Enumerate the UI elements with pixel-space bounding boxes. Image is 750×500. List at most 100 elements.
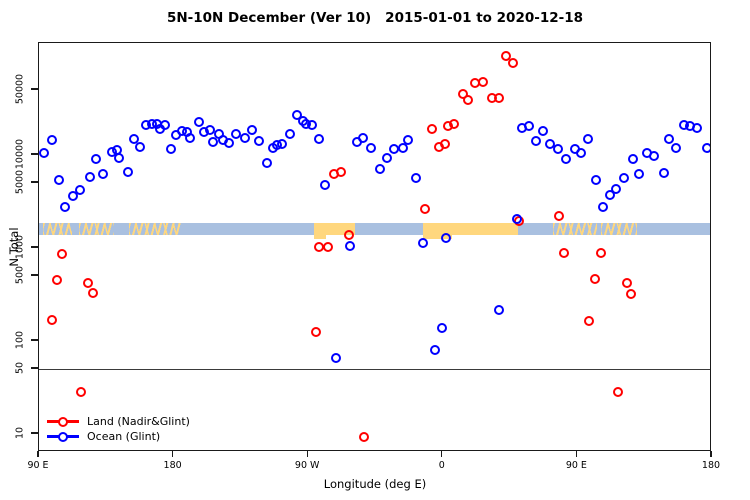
legend-item-land: Land (Nadir&Glint) (47, 414, 190, 429)
data-point-ocean (193, 117, 204, 128)
data-point-ocean (598, 201, 609, 212)
data-point-ocean (374, 164, 385, 174)
legend: Land (Nadir&Glint) Ocean (Glint) (47, 414, 190, 444)
data-point-ocean (664, 133, 675, 144)
data-point-ocean (319, 179, 330, 190)
data-point-ocean (553, 144, 564, 154)
data-point-ocean (692, 123, 703, 134)
data-point-ocean (97, 168, 108, 179)
data-point-land (75, 387, 86, 398)
data-point-ocean (605, 189, 616, 200)
data-point-land (420, 203, 430, 214)
data-point-ocean (134, 141, 145, 152)
data-point-ocean (204, 124, 215, 135)
data-point-ocean (207, 136, 218, 147)
legend-item-ocean: Ocean (Glint) (47, 429, 190, 444)
data-point-land (51, 275, 62, 286)
y-tick-mark (31, 274, 38, 276)
data-point-land (427, 124, 438, 135)
land-legend-symbol (47, 416, 79, 427)
data-point-land (87, 287, 98, 298)
data-point-ocean (74, 185, 85, 196)
y-tick-mark (31, 339, 38, 341)
data-point-land (478, 76, 489, 87)
data-point-land (622, 278, 633, 289)
data-point-land (449, 119, 460, 130)
data-point-land (494, 93, 505, 103)
data-point-ocean (591, 174, 602, 185)
data-point-land (56, 249, 67, 260)
data-point-ocean (418, 238, 429, 249)
data-point-land (596, 248, 607, 259)
data-point-ocean (246, 124, 257, 135)
flagged-patch-tail (314, 234, 327, 239)
flagged-patch (423, 222, 518, 239)
data-point-land (343, 229, 354, 240)
data-point-ocean (184, 133, 195, 144)
data-point-ocean (230, 129, 241, 140)
data-point-ocean (67, 191, 78, 202)
data-point-ocean (122, 167, 133, 178)
data-point-ocean (702, 142, 710, 153)
data-point-land (590, 274, 601, 285)
data-point-ocean (437, 322, 448, 333)
x-tick-label: 180 (163, 460, 182, 471)
data-point-ocean (398, 142, 409, 153)
data-point-ocean (90, 154, 101, 165)
plot-area: Land (Nadir&Glint) Ocean (Glint) (38, 42, 711, 451)
data-point-ocean (659, 168, 670, 179)
data-point-land (626, 289, 637, 300)
data-point-ocean (306, 120, 317, 131)
data-point-land (613, 387, 624, 398)
data-point-ocean (382, 152, 393, 163)
y-tick-mark (31, 367, 38, 369)
y-tick-label: 500 (14, 265, 26, 285)
data-point-land (508, 58, 519, 69)
ocean-legend-symbol (47, 431, 79, 442)
data-point-ocean (524, 121, 535, 131)
data-point-ocean (128, 133, 139, 144)
flagged-patch (128, 222, 182, 235)
data-point-ocean (402, 134, 413, 145)
chart-title: 5N-10N December (Ver 10) 2015-01-01 to 20… (0, 10, 750, 26)
data-point-ocean (59, 201, 70, 212)
data-point-ocean (430, 345, 441, 355)
chart-title-daterange: 2015-01-01 to 2020-12-18 (385, 10, 584, 26)
flagged-patch (79, 222, 114, 235)
flagged-patch (553, 222, 597, 235)
data-point-ocean (113, 152, 124, 163)
data-point-land (501, 51, 512, 61)
data-point-ocean (291, 110, 302, 121)
x-tick-label: 180 (701, 460, 721, 471)
flagged-patch (43, 222, 72, 235)
data-point-land (559, 248, 570, 259)
data-point-ocean (561, 154, 572, 165)
data-point-ocean (253, 135, 264, 146)
legend-label-ocean: Ocean (Glint) (87, 430, 161, 443)
y-tick-mark (31, 432, 38, 434)
y-tick-mark (31, 246, 38, 248)
data-point-ocean (411, 172, 422, 183)
x-axis-title: Longitude (deg E) (323, 477, 427, 491)
data-point-ocean (330, 352, 341, 363)
data-point-land (335, 167, 346, 178)
data-point-ocean (494, 305, 505, 316)
data-point-ocean (366, 142, 376, 153)
y-tick-label: 10000 (14, 138, 26, 170)
y-tick-label: 1000 (14, 234, 26, 260)
data-point-ocean (239, 133, 250, 144)
data-point-ocean (531, 135, 542, 146)
y-tick-mark (31, 153, 38, 155)
data-point-land (82, 278, 93, 289)
y-tick-label: 50000 (14, 73, 26, 105)
land-legend-circle-icon (58, 416, 68, 427)
data-point-ocean (634, 168, 645, 179)
data-point-land (584, 316, 595, 327)
flagged-patch (601, 222, 638, 235)
data-point-ocean (512, 214, 523, 224)
x-tick-mark (575, 451, 577, 457)
x-tick-label: 90 W (294, 460, 320, 471)
data-point-ocean (357, 133, 368, 144)
chart-title-region: 5N-10N December (Ver 10) (166, 10, 372, 26)
